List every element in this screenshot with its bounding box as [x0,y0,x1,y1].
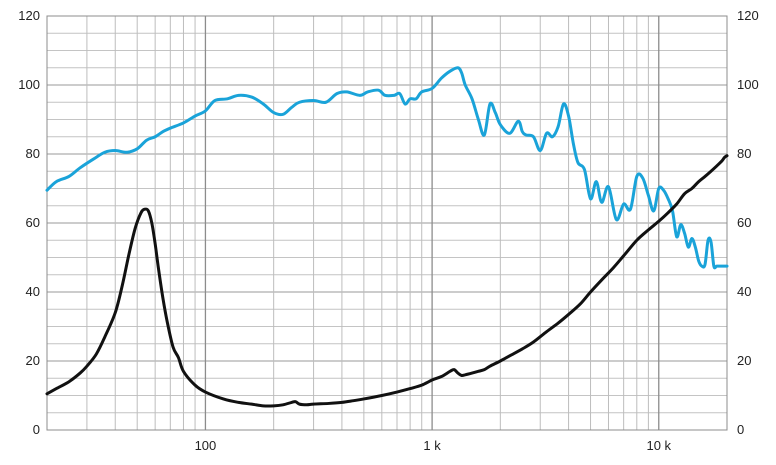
grid [46,15,728,431]
y-tick-label: 40 [26,284,40,299]
black-series-line [45,154,729,408]
y-tick-label: 20 [26,353,40,368]
y2-tick-label: 20 [737,353,751,368]
y2-tick-label: 80 [737,146,751,161]
axes [46,15,728,431]
series [45,66,729,408]
x-tick-label: 10 k [646,438,671,453]
y-tick-label: 80 [26,146,40,161]
y2-tick-label: 0 [737,422,744,437]
y2-tick-label: 60 [737,215,751,230]
y-tick-label: 60 [26,215,40,230]
y-tick-label: 0 [33,422,40,437]
y-tick-label: 100 [18,77,40,92]
tick-labels: 0 0 20 20 40 40 60 60 80 80 100 100 120 120 100 1 k 10 k [18,8,758,453]
plot-frame [46,15,728,431]
y2-tick-label: 40 [737,284,751,299]
x-tick-label: 1 k [423,438,441,453]
x-tick-label: 100 [195,438,217,453]
y-tick-label: 120 [18,8,40,23]
blue-series-line [45,66,729,270]
y2-tick-label: 120 [737,8,759,23]
y2-tick-label: 100 [737,77,759,92]
